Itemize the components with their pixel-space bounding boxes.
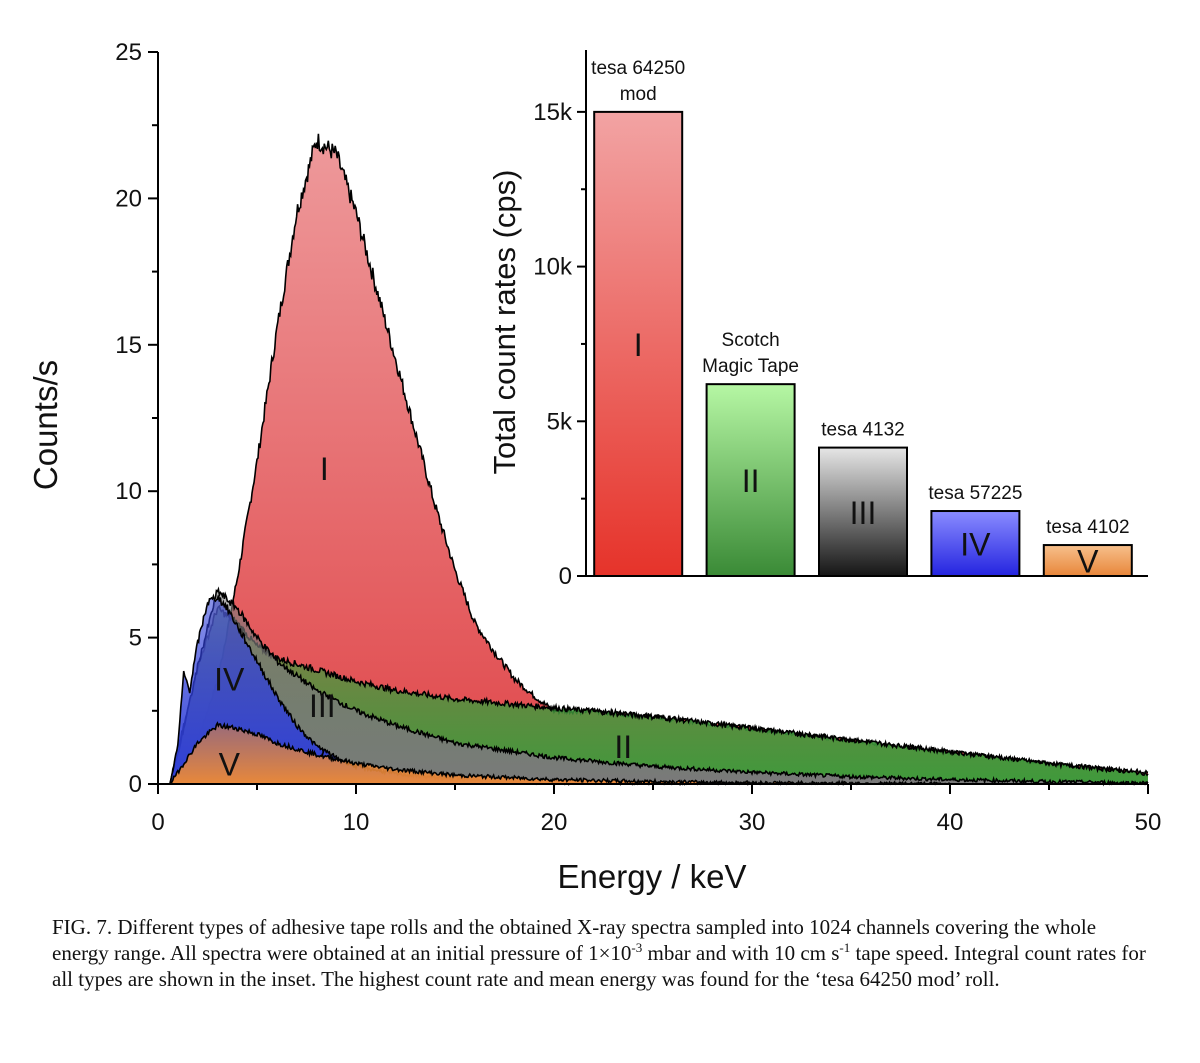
figure-caption: FIG. 7. Different types of adhesive tape… xyxy=(52,914,1152,992)
series-label-I: I xyxy=(320,451,329,487)
y-tick-label: 0 xyxy=(129,771,142,798)
y-tick-label: 10 xyxy=(115,478,142,505)
x-tick-label: 0 xyxy=(151,809,164,836)
inset-y-tick-label: 10k xyxy=(533,254,573,281)
bar-III xyxy=(818,446,908,577)
series-area-III xyxy=(169,589,1148,784)
series-label-III: III xyxy=(309,688,336,724)
series-line-III xyxy=(169,586,1149,787)
y-tick-label: 25 xyxy=(115,39,142,66)
caption-superscript-1: -3 xyxy=(631,940,643,955)
bar-roman-label: III xyxy=(850,495,877,531)
x-tick-label: 50 xyxy=(1135,809,1162,836)
x-tick-label: 30 xyxy=(739,809,766,836)
y-tick-label: 5 xyxy=(129,625,142,652)
x-tick-label: 40 xyxy=(937,809,964,836)
inset-y-tick-label: 15k xyxy=(533,99,573,126)
bar-name-label: Magic Tape xyxy=(702,356,799,377)
bar-name-label: tesa 4132 xyxy=(821,420,904,441)
bar-name-label: tesa 57225 xyxy=(928,483,1022,504)
main-axes: 0 5 10 15 20 25 0 10 20 30 40 50 xyxy=(115,39,1161,836)
caption-text-1: FIG. 7. Different types of adhesive tape… xyxy=(52,915,1097,965)
inset-axes: 0 5k 10k 15k xyxy=(533,50,1148,590)
bar-I xyxy=(593,110,684,577)
caption-superscript-2: -1 xyxy=(839,940,851,955)
caption-text-2: mbar and with 10 cm s xyxy=(642,941,840,965)
y-axis-label: Counts/s xyxy=(27,360,64,490)
y-tick-label: 15 xyxy=(115,332,142,359)
series-label-II: II xyxy=(614,729,632,765)
bar-name-label: tesa 4102 xyxy=(1046,517,1129,538)
bar-roman-label: I xyxy=(634,327,643,363)
x-tick-label: 20 xyxy=(541,809,568,836)
bar-name-label: Scotch xyxy=(722,330,780,351)
bar-roman-label: II xyxy=(742,463,760,499)
series-label-IV: IV xyxy=(214,662,245,698)
series-area-I xyxy=(169,133,1148,785)
inset-y-tick-label: 0 xyxy=(559,563,572,590)
caption-text-3: tape speed. Integral count rates for all… xyxy=(52,941,1146,991)
bar-II xyxy=(705,383,796,577)
inset-y-tick-label: 5k xyxy=(547,408,573,435)
bar-IV xyxy=(930,510,1021,577)
bar-name-label: tesa 64250 xyxy=(591,58,685,79)
inset-y-axis-label: Total count rates (cps) xyxy=(487,170,522,475)
y-tick-label: 20 xyxy=(115,185,142,212)
x-axis-label: Energy / keV xyxy=(558,858,747,895)
series-area-V xyxy=(169,723,950,784)
x-tick-label: 10 xyxy=(343,809,370,836)
bar-roman-label: IV xyxy=(960,527,991,563)
series-line-II xyxy=(169,604,1149,785)
series-label-V: V xyxy=(219,747,241,783)
bar-roman-label: V xyxy=(1077,544,1099,580)
bar-name-label: mod xyxy=(620,84,657,105)
